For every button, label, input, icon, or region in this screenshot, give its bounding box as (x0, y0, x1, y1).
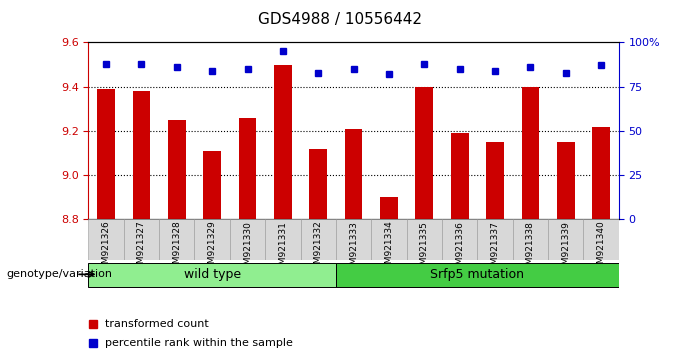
Text: GSM921330: GSM921330 (243, 221, 252, 275)
Text: GSM921327: GSM921327 (137, 221, 146, 275)
Bar (133, 91, 150, 219)
Bar (301, 219, 336, 260)
Text: GSM921338: GSM921338 (526, 221, 535, 275)
Text: transformed count: transformed count (105, 319, 209, 329)
Text: percentile rank within the sample: percentile rank within the sample (105, 338, 293, 348)
Bar (451, 133, 469, 219)
Bar (88, 219, 124, 260)
Text: GSM921326: GSM921326 (101, 221, 111, 275)
Bar (415, 87, 433, 219)
Bar (583, 219, 619, 260)
Text: GSM921337: GSM921337 (490, 221, 500, 275)
Bar (371, 219, 407, 260)
Text: GSM921331: GSM921331 (278, 221, 288, 275)
Text: GSM921336: GSM921336 (455, 221, 464, 275)
Bar (513, 219, 548, 260)
Text: Srfp5 mutation: Srfp5 mutation (430, 268, 524, 281)
Text: GSM921328: GSM921328 (172, 221, 182, 275)
Text: GSM921333: GSM921333 (349, 221, 358, 275)
Text: GSM921334: GSM921334 (384, 221, 394, 275)
Bar (380, 197, 398, 219)
Bar (124, 219, 159, 260)
Bar (407, 219, 442, 260)
Text: GSM921340: GSM921340 (596, 221, 606, 275)
Bar (477, 219, 513, 260)
Text: GSM921332: GSM921332 (313, 221, 323, 275)
Bar (336, 263, 619, 287)
Text: genotype/variation: genotype/variation (7, 269, 113, 279)
Bar (168, 120, 186, 219)
Bar (265, 219, 301, 260)
Bar (88, 263, 336, 287)
Bar (592, 126, 610, 219)
Bar (557, 142, 575, 219)
Text: GSM921339: GSM921339 (561, 221, 571, 275)
Bar (309, 149, 327, 219)
Bar (239, 118, 256, 219)
Bar (345, 129, 362, 219)
Bar (336, 219, 371, 260)
Bar (274, 64, 292, 219)
Bar (548, 219, 583, 260)
Bar (486, 142, 504, 219)
Bar (159, 219, 194, 260)
Text: GSM921329: GSM921329 (207, 221, 217, 275)
Bar (230, 219, 265, 260)
Bar (194, 219, 230, 260)
Text: GDS4988 / 10556442: GDS4988 / 10556442 (258, 12, 422, 27)
Bar (203, 151, 221, 219)
Bar (522, 87, 539, 219)
Text: GSM921335: GSM921335 (420, 221, 429, 275)
Text: wild type: wild type (184, 268, 241, 281)
Bar (442, 219, 477, 260)
Bar (97, 89, 115, 219)
